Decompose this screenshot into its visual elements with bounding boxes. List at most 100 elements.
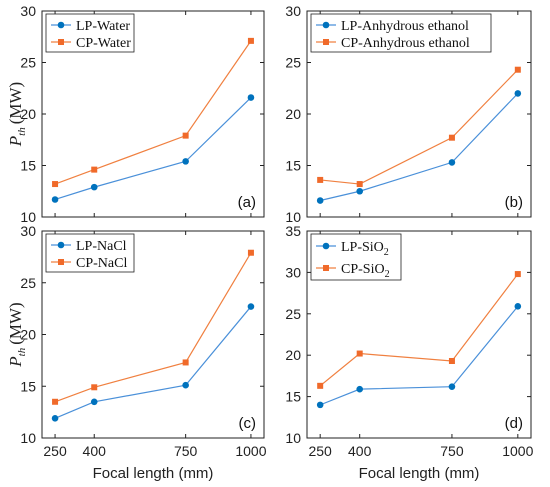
panel-label: (b): [505, 194, 523, 211]
series-line-cp: [54, 40, 252, 185]
legend-marker-cp: [323, 39, 329, 45]
data-point-lp: [90, 398, 98, 406]
panel-4: 10 15 20 25 30 35 250 400 750 1000 Focal length (m…: [285, 223, 533, 482]
x-tick-label: 750: [174, 443, 198, 459]
y-tick-label: 10: [285, 430, 301, 446]
legend: [310, 233, 402, 281]
data-point-lp: [514, 90, 522, 97]
data-point-cp: [247, 249, 254, 256]
data-point-lp: [316, 197, 324, 204]
data-point-cp: [448, 357, 455, 364]
legend-entry: CP-SiO2: [341, 262, 390, 280]
data-point-cp: [182, 359, 189, 366]
legend: [45, 233, 135, 273]
x-tick-label: 400: [83, 443, 107, 459]
data-point-lp: [356, 385, 364, 393]
y-tick-label: 15: [285, 158, 301, 174]
y-tick-label: 30: [20, 3, 36, 19]
series-line-lp: [54, 97, 252, 201]
y-tick-label: 10: [285, 209, 301, 225]
panel-label: (a): [238, 194, 256, 211]
data-point-cp: [247, 37, 254, 44]
data-point-cp: [448, 134, 455, 141]
data-point-cp: [182, 132, 189, 139]
data-point-lp: [182, 158, 189, 165]
legend-entry: LP-SiO2: [341, 240, 389, 258]
y-tick-label: 10: [20, 209, 36, 225]
legend-entry: LP-Anhydrous ethanol: [341, 19, 469, 34]
legend-entry: CP-Water: [76, 36, 131, 51]
y-tick-label: 20: [20, 106, 36, 122]
panel-2: 10 15 20 25 30 LP-Anhydrous ethanol CP-Anhydro…: [285, 3, 532, 225]
data-point-cp: [52, 398, 59, 405]
x-tick-label: 1000: [235, 443, 266, 459]
series-line-cp: [54, 252, 252, 403]
series-line-lp: [54, 306, 252, 419]
panel-label: (c): [239, 415, 257, 432]
data-point-lp: [514, 303, 522, 310]
y-tick-label: 30: [20, 223, 36, 239]
data-point-lp: [247, 303, 255, 310]
x-axis-title: Focal length (mm): [359, 465, 480, 482]
legend-marker-lp: [57, 21, 65, 29]
x-tick-label: 250: [308, 443, 332, 459]
data-point-lp: [356, 187, 364, 195]
panel-1: 10 15 20 25 30 Pth(MW) LP-Water CP-Water (a): [6, 3, 265, 225]
legend: [310, 13, 492, 53]
series-line-cp: [320, 69, 519, 185]
panel-3: 10 15 20 25 30 250 400 750 1000 Focal length (mm)…: [6, 223, 267, 482]
x-axis-title: Focal length (mm): [93, 465, 214, 482]
data-point-cp: [514, 66, 521, 73]
legend-marker-cp: [58, 259, 64, 265]
data-point-lp: [448, 383, 456, 390]
y-tick-label: 25: [20, 55, 36, 71]
data-point-lp: [51, 196, 59, 203]
y-tick-label: 30: [285, 264, 301, 280]
series-line-lp: [319, 305, 519, 406]
legend-entry: CP-Anhydrous ethanol: [341, 36, 470, 51]
data-point-lp: [182, 381, 189, 389]
y-tick-label: 35: [285, 223, 301, 239]
data-point-lp: [448, 159, 456, 166]
legend-marker-lp: [57, 241, 65, 249]
legend-entry: LP-Water: [76, 19, 130, 34]
data-point-cp: [52, 181, 59, 188]
legend-entry: CP-NaCl: [76, 256, 127, 271]
x-tick-label: 1000: [502, 443, 533, 459]
y-axis-title: Pth(MW): [6, 302, 28, 367]
panel-label: (d): [505, 415, 523, 432]
legend-entry: LP-NaCl: [76, 239, 127, 254]
y-tick-label: 30: [285, 3, 301, 19]
data-point-cp: [356, 350, 363, 357]
legend-marker-lp: [322, 21, 330, 29]
data-point-cp: [356, 181, 363, 188]
x-tick-label: 400: [348, 443, 372, 459]
data-point-lp: [90, 183, 98, 191]
axes-box: [306, 230, 532, 439]
y-tick-label: 25: [285, 306, 301, 322]
y-tick-label: 20: [285, 106, 301, 122]
y-tick-label: 25: [285, 55, 301, 71]
y-tick-label: 10: [20, 430, 36, 446]
y-tick-label: 15: [20, 378, 36, 394]
legend-marker-lp: [322, 242, 330, 250]
x-tick-label: 750: [440, 443, 464, 459]
legend-marker-cp: [58, 39, 64, 45]
x-tick-label: 250: [43, 443, 67, 459]
data-point-lp: [51, 415, 59, 422]
data-point-lp: [316, 401, 324, 409]
series-line-lp: [320, 92, 519, 202]
y-tick-label: 20: [20, 327, 36, 343]
data-point-cp: [91, 384, 98, 391]
data-point-cp: [317, 382, 324, 389]
legend: [45, 13, 135, 53]
data-point-cp: [91, 166, 98, 173]
y-tick-label: 15: [285, 389, 301, 405]
y-tick-label: 20: [285, 347, 301, 363]
series-line-cp: [319, 273, 519, 387]
y-tick-label: 15: [20, 158, 36, 174]
y-axis-title: Pth(MW): [6, 82, 28, 147]
data-point-lp: [247, 94, 255, 101]
data-point-cp: [317, 176, 324, 183]
